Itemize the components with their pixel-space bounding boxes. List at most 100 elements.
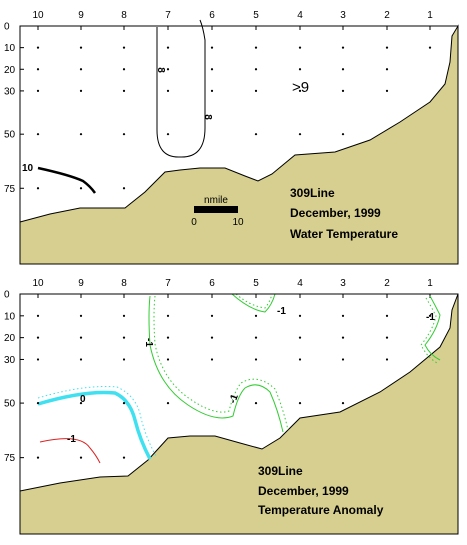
scale-bar-start: 0	[191, 217, 197, 228]
sample-point	[36, 187, 40, 190]
sample-point	[166, 314, 170, 317]
sample-point	[298, 314, 302, 317]
panel-water-temperature: 10 9 8 7 6 5 4 3 2 1 0 10 20 30 50 75 8 8 10 >9 nmile …	[4, 10, 459, 265]
sample-point	[166, 133, 170, 136]
contour-label-0: 0	[80, 394, 86, 405]
x-tick-label: 8	[121, 10, 127, 21]
x-tick-label: 9	[78, 10, 84, 21]
sample-point	[385, 336, 389, 339]
y-tick-label: 20	[4, 333, 16, 344]
sample-point	[210, 314, 214, 317]
x-tick-label: 1	[427, 10, 433, 21]
y-tick-label: 75	[4, 453, 16, 464]
sample-point	[79, 336, 83, 339]
x-tick-label: 3	[340, 278, 346, 289]
x-tick-label: 10	[32, 278, 44, 289]
contour-label-8-a: 8	[155, 67, 166, 73]
x-tick-label: 9	[78, 278, 84, 289]
sample-point	[254, 89, 258, 93]
y-tick-label: 10	[4, 311, 16, 322]
x-tick-label: 5	[253, 278, 259, 289]
sample-point	[254, 336, 258, 339]
contour-strong-negative	[39, 438, 101, 464]
scale-bar-rect	[194, 206, 238, 213]
sample-point	[341, 336, 345, 339]
left-ticks-2: 0 10 20 30 50 75	[4, 290, 24, 464]
contour-zero-hachures	[37, 386, 157, 457]
sample-point	[341, 133, 345, 136]
sample-point	[79, 46, 83, 49]
annotation-line-1: 309Line	[290, 186, 335, 200]
sample-point	[36, 456, 40, 459]
sample-point	[79, 401, 83, 405]
sample-point	[385, 46, 389, 49]
contour-label-10: 10	[22, 163, 34, 174]
sample-point	[298, 336, 302, 339]
seabed-2	[19, 293, 459, 535]
contour-negative-top-hachures	[235, 293, 273, 309]
annotation-title-2: Temperature Anomaly	[258, 503, 384, 517]
sample-point	[122, 401, 126, 405]
sample-point	[341, 68, 345, 71]
sample-point	[341, 46, 345, 49]
sample-point	[122, 133, 126, 136]
grid-dots-2	[36, 314, 432, 459]
sample-point	[36, 358, 40, 361]
sample-point	[79, 187, 83, 190]
sample-point	[122, 46, 126, 49]
x-tick-label: 7	[165, 10, 171, 21]
panel-temperature-anomaly: 10 9 8 7 6 5 4 3 2 1 0 10 20 30 50 75 0 -1 -1 -1 -1 -1…	[4, 278, 459, 535]
sample-point	[36, 133, 40, 136]
annotation-date-1: December, 1999	[290, 206, 381, 220]
scale-bar-end: 10	[232, 217, 244, 228]
contour-label-neg1-red: -1	[67, 434, 76, 445]
y-tick-label: 30	[4, 355, 16, 366]
contour-negative-center-hachures	[153, 295, 289, 431]
sample-point	[210, 68, 214, 71]
sample-point	[79, 133, 83, 136]
sample-point	[298, 68, 302, 71]
annotation-line-2: 309Line	[258, 464, 303, 478]
sample-point	[385, 68, 389, 71]
sample-point	[36, 46, 40, 49]
x-tick-label: 4	[297, 278, 303, 289]
sample-point	[36, 336, 40, 339]
contour-negative-center	[148, 295, 284, 433]
y-tick-label: 10	[4, 43, 16, 54]
sample-point	[36, 89, 40, 93]
x-tick-label: 3	[340, 10, 346, 21]
sample-point	[122, 358, 126, 361]
sample-point	[79, 456, 83, 459]
sample-point	[341, 401, 345, 405]
x-tick-label: 6	[209, 10, 215, 21]
grid-dots-1	[36, 46, 432, 190]
scale-bar-title: nmile	[204, 195, 228, 206]
sample-point	[36, 401, 40, 405]
sample-point	[122, 314, 126, 317]
sample-point	[210, 336, 214, 339]
x-tick-label: 6	[209, 278, 215, 289]
contour-label-neg1-center: -1	[143, 338, 154, 347]
sample-point	[385, 89, 389, 93]
sample-point	[122, 187, 126, 190]
top-ticks-2: 10 9 8 7 6 5 4 3 2 1	[32, 278, 433, 298]
contour-label-8-b: 8	[202, 114, 213, 120]
sample-point	[122, 89, 126, 93]
contour-negative-top	[231, 293, 276, 313]
sample-point	[166, 68, 170, 71]
sample-point	[254, 314, 258, 317]
x-tick-label: 4	[297, 10, 303, 21]
sample-point	[254, 401, 258, 405]
sample-point	[428, 314, 432, 317]
sample-point	[341, 314, 345, 317]
sample-point	[36, 314, 40, 317]
scale-bar: nmile 0 10	[191, 195, 244, 228]
annotation-date-2: December, 1999	[258, 484, 349, 498]
left-ticks-1: 0 10 20 30 50 75	[4, 22, 24, 195]
sample-point	[79, 314, 83, 317]
x-tick-label: 2	[384, 10, 390, 21]
sample-point	[298, 46, 302, 49]
sample-point	[122, 336, 126, 339]
contour-label-neg1-top: -1	[277, 306, 286, 317]
